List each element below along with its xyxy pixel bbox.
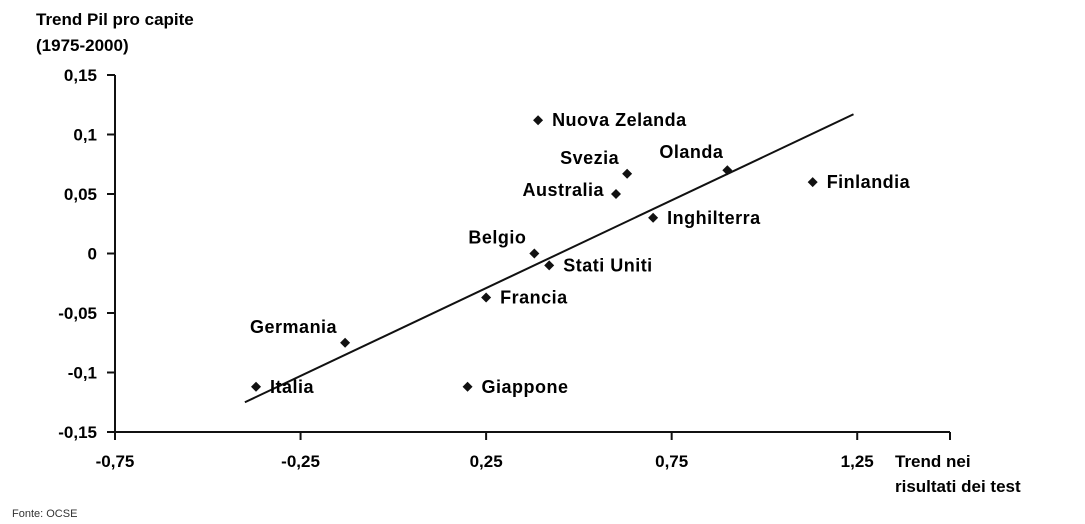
x-tick-label: -0,25 [281,452,320,471]
point-label: Svezia [560,148,620,168]
point-label: Belgio [468,228,526,248]
point-marker [622,168,633,179]
point-marker [533,115,544,126]
data-point: Inghilterra [648,208,761,228]
point-marker [481,292,492,303]
point-label: Australia [522,180,604,200]
y-tick-label: -0,1 [68,364,97,383]
x-axis-title: Trend nei risultati dei test [895,452,1021,496]
y-tick-label: -0,05 [58,304,97,323]
point-marker [611,189,621,199]
data-point: Germania [250,317,351,348]
trend-line-group [244,113,854,404]
data-point: Nuova Zelanda [533,110,687,130]
x-axis-title-line-2: risultati dei test [895,477,1021,496]
data-point: Finlandia [807,172,911,192]
point-marker [529,248,540,259]
data-point: Francia [481,288,568,308]
y-tick-label: 0 [88,245,97,264]
y-axis-title: Trend Pil pro capite (1975-2000) [36,10,194,55]
point-marker [544,260,555,271]
data-point: Olanda [659,142,733,176]
point-marker [251,381,262,392]
y-tick-label: -0,15 [58,423,97,442]
x-tick-label: 0,25 [470,452,503,471]
x-tick-label: 1,25 [841,452,874,471]
data-point: Stati Uniti [544,255,653,275]
data-point: Giappone [462,377,569,397]
point-label: Stati Uniti [563,255,653,275]
point-label: Germania [250,317,338,337]
source-note: Fonte: OCSE [12,508,77,520]
point-label: Italia [270,377,315,397]
y-axis-title-line-1: Trend Pil pro capite [36,10,194,29]
tick-labels: 0,15 0,1 0,05 0 -0,05 -0,1 -0,15 -0,75 -0,25 0,25… [58,66,874,471]
y-tick-label: 0,15 [64,66,97,85]
data-point: Australia [522,180,621,200]
point-marker [462,381,473,392]
point-label: Finlandia [827,172,911,192]
point-label: Giappone [482,377,569,397]
y-axis-title-line-2: (1975-2000) [36,36,129,55]
point-marker [648,212,659,223]
point-label: Olanda [659,142,724,162]
data-points: Nuova Zelanda Svezia Olanda Australia Finlan… [250,110,911,397]
data-point: Svezia [560,148,633,179]
x-tick-label: -0,75 [96,452,135,471]
y-tick-label: 0,1 [73,126,97,145]
y-tick-label: 0,05 [64,185,97,204]
x-axis-title-line-1: Trend nei [895,452,971,471]
trend-line [244,113,854,404]
point-marker [340,337,351,348]
point-marker [722,165,733,176]
x-tick-label: 0,75 [655,452,688,471]
axes [107,74,951,440]
point-label: Inghilterra [667,208,761,228]
point-marker [807,177,818,188]
point-label: Nuova Zelanda [552,110,687,130]
data-point: Italia [251,377,315,397]
data-point: Belgio [468,228,540,259]
point-label: Francia [500,288,568,308]
